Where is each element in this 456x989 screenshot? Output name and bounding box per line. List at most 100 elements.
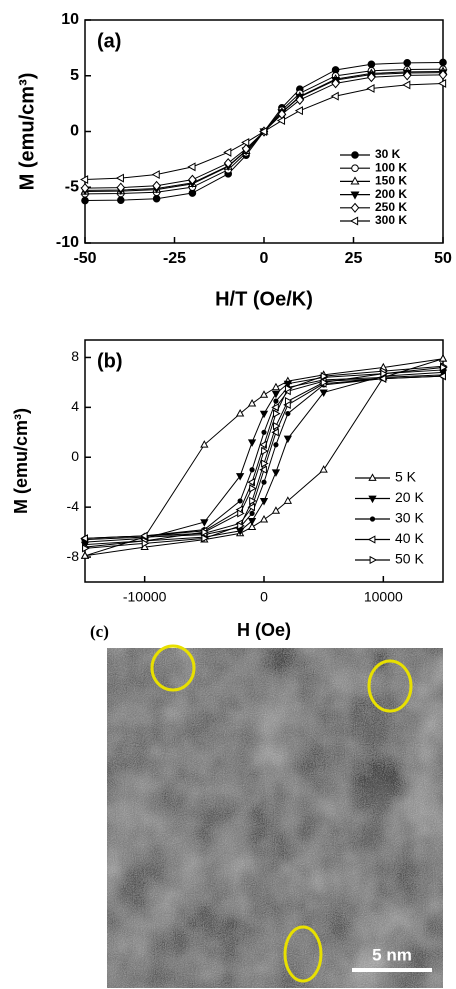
chart: -10000 0 10000 -8 -4 0 4 8 (b) H (Oe) M (emu/cm³) 5… bbox=[11, 339, 448, 640]
marker bbox=[271, 469, 281, 477]
marker bbox=[320, 378, 329, 387]
marker bbox=[285, 410, 291, 417]
y-axis-label: M (emu/cm³) bbox=[16, 73, 38, 191]
marker bbox=[80, 175, 89, 185]
panel-label: (c) bbox=[90, 622, 109, 641]
legend-label: 250 K bbox=[375, 200, 407, 214]
marker bbox=[237, 498, 243, 504]
marker bbox=[115, 173, 124, 183]
marker bbox=[378, 374, 387, 383]
legend-label: 30 K bbox=[395, 510, 424, 526]
tem-panel: (c) 5 nm bbox=[90, 622, 443, 988]
marker bbox=[283, 435, 293, 444]
marker bbox=[367, 60, 376, 69]
marker bbox=[271, 390, 281, 399]
scale-bar-label: 5 nm bbox=[372, 945, 412, 964]
marker bbox=[80, 183, 90, 194]
marker bbox=[261, 446, 269, 456]
marker bbox=[247, 503, 255, 512]
legend-marker bbox=[368, 495, 377, 504]
marker bbox=[330, 91, 339, 101]
marker bbox=[241, 143, 251, 154]
legend-label: 5 K bbox=[395, 469, 417, 485]
legend-marker bbox=[350, 176, 360, 185]
x-tick-label: 50 bbox=[434, 250, 452, 267]
marker bbox=[235, 473, 245, 481]
x-tick-label: 10000 bbox=[364, 589, 403, 605]
x-tick-label: 0 bbox=[260, 589, 268, 605]
x-axis-label: H/T (Oe/K) bbox=[215, 288, 313, 310]
marker bbox=[295, 94, 305, 106]
y-tick-label: -10 bbox=[56, 234, 79, 251]
y-tick-label: -4 bbox=[67, 498, 80, 514]
marker bbox=[320, 372, 329, 381]
marker bbox=[271, 506, 281, 514]
marker bbox=[271, 403, 279, 412]
x-tick-label: 25 bbox=[345, 250, 363, 267]
marker bbox=[223, 157, 233, 169]
series-line bbox=[84, 358, 444, 557]
x-tick-label: 0 bbox=[260, 250, 269, 267]
y-tick-label: 5 bbox=[70, 67, 79, 84]
marker bbox=[259, 465, 267, 474]
marker bbox=[331, 78, 340, 89]
legend-marker bbox=[350, 216, 359, 226]
x-tick-label: -25 bbox=[163, 250, 186, 267]
marker bbox=[261, 459, 269, 468]
marker bbox=[81, 196, 89, 205]
marker bbox=[188, 174, 197, 185]
legend-label: 200 K bbox=[375, 187, 407, 201]
marker bbox=[141, 539, 150, 548]
series-line bbox=[84, 375, 444, 539]
marker bbox=[284, 384, 293, 393]
marker bbox=[271, 382, 281, 391]
marker bbox=[438, 372, 446, 381]
marker bbox=[249, 510, 255, 516]
marker bbox=[273, 442, 279, 448]
legend-marker bbox=[350, 191, 360, 200]
legend-label: 150 K bbox=[375, 174, 407, 188]
tem-image bbox=[107, 648, 443, 988]
marker bbox=[259, 390, 269, 398]
marker bbox=[276, 116, 286, 126]
legend-marker bbox=[368, 473, 377, 481]
y-tick-label: 4 bbox=[71, 398, 79, 414]
marker bbox=[284, 396, 293, 406]
marker bbox=[367, 72, 376, 83]
marker bbox=[200, 519, 209, 527]
y-tick-label: 10 bbox=[61, 11, 79, 28]
marker bbox=[200, 440, 209, 448]
marker bbox=[152, 194, 161, 203]
y-tick-label: 0 bbox=[71, 448, 79, 464]
y-tick-label: 0 bbox=[70, 123, 79, 140]
marker bbox=[235, 408, 245, 417]
legend-marker bbox=[369, 516, 376, 522]
marker bbox=[273, 421, 281, 431]
marker bbox=[259, 514, 269, 523]
marker bbox=[261, 479, 267, 485]
y-axis-label: M (emu/cm³) bbox=[11, 408, 31, 514]
x-tick-label: -50 bbox=[73, 250, 96, 267]
marker bbox=[223, 147, 232, 157]
marker bbox=[403, 59, 412, 67]
legend-marker bbox=[369, 555, 378, 565]
marker bbox=[247, 439, 257, 447]
marker bbox=[271, 428, 279, 437]
marker bbox=[438, 354, 448, 362]
marker bbox=[440, 363, 448, 372]
marker bbox=[366, 83, 375, 93]
legend-marker bbox=[350, 202, 360, 213]
marker bbox=[249, 496, 257, 506]
marker bbox=[259, 127, 268, 136]
marker bbox=[319, 465, 328, 473]
marker bbox=[247, 517, 257, 526]
marker bbox=[249, 484, 257, 493]
marker bbox=[247, 398, 257, 407]
series-line bbox=[84, 374, 444, 541]
marker bbox=[82, 544, 90, 553]
marker bbox=[273, 398, 279, 404]
highlight-circle bbox=[283, 925, 323, 983]
x-tick-label: -10000 bbox=[123, 589, 167, 605]
